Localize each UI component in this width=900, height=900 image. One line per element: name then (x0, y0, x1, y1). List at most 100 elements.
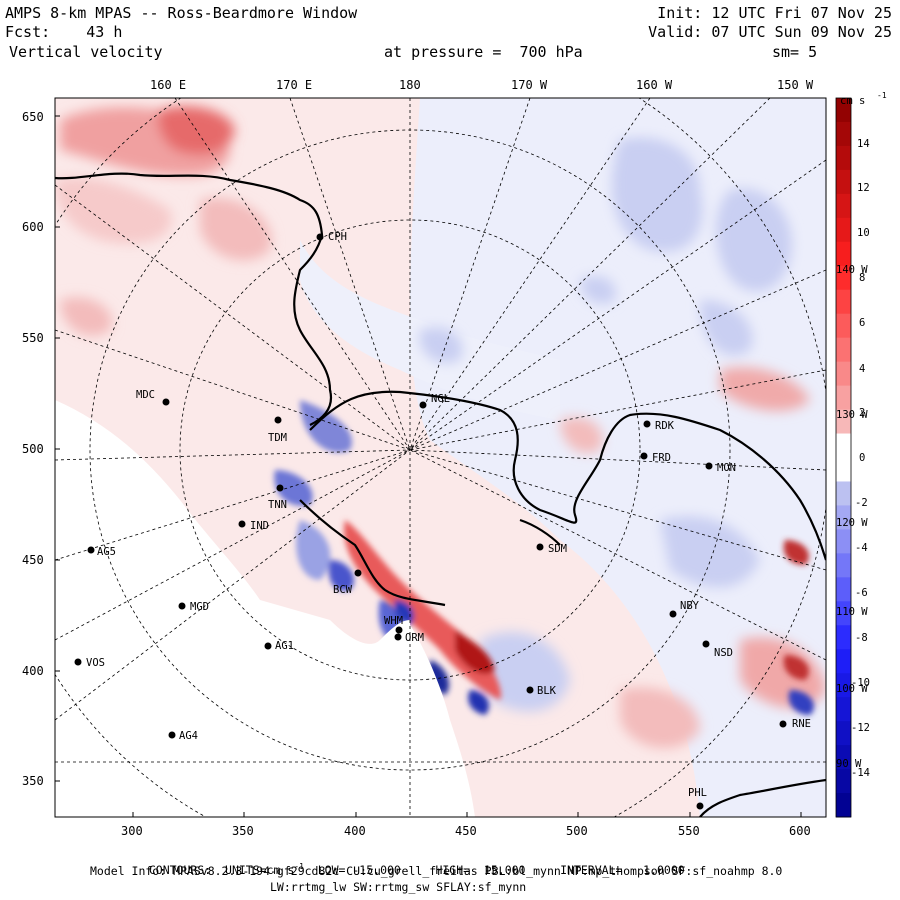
station-dot (162, 398, 170, 406)
colorbar-label: 8 (859, 272, 865, 284)
lon-label-top: 160 E (150, 78, 187, 92)
station-dot (276, 484, 284, 492)
field-name: Vertical velocity (9, 43, 163, 61)
colorbar-swatch (836, 553, 851, 578)
smoothing: sm= 5 (772, 43, 818, 61)
colorbar-swatch (836, 601, 851, 626)
station-label: AG1 (275, 640, 294, 652)
x-tick-label: 500 (566, 824, 588, 838)
colorbar-swatch (836, 289, 851, 315)
colorbar-swatch (836, 721, 851, 746)
station-label: MDC (136, 389, 155, 401)
velocity-field (55, 98, 826, 817)
colorbar-label: -12 (851, 722, 870, 734)
colorbar-units-exp: -1 (877, 91, 887, 100)
colorbar-swatch (836, 481, 851, 506)
station-dot (419, 401, 427, 409)
colorbar-swatch (836, 241, 851, 267)
y-tick-label: 650 (22, 110, 44, 124)
station-dot (779, 720, 787, 728)
colorbar-frame (835, 97, 852, 818)
lon-label-top: 160 W (636, 78, 673, 92)
station-dot (264, 642, 272, 650)
station-label: BLK (537, 685, 557, 697)
station-dot (536, 543, 544, 551)
x-tick-label: 300 (121, 824, 143, 838)
station-label: ORM (405, 632, 424, 644)
colorbar-label: -14 (851, 767, 870, 779)
lon-label-top: 180 (399, 78, 421, 92)
colorbar-swatch (836, 98, 851, 123)
contours-prefix: CONTOURS: UNITS=cm s (148, 862, 295, 877)
lon-label-inner: 130 W (836, 409, 868, 421)
colorbar-label: -10 (851, 677, 870, 689)
colorbar-swatch (836, 385, 851, 411)
contours-info: CONTOURS: UNITS=cm s-1 LOW= -15.000 HIGH… (135, 851, 685, 876)
colorbar (835, 97, 852, 818)
station-label: PHL (688, 787, 707, 799)
lon-label-top: 170 W (511, 78, 548, 92)
station-dot (643, 420, 651, 428)
model-info-line2: LW:rrtmg_lw SW:rrtmg_sw SFLAY:sf_mynn (270, 880, 527, 894)
station-label: BCW (333, 584, 353, 596)
colorbar-swatch (836, 433, 851, 458)
colorbar-swatch (836, 505, 851, 530)
station-dot (696, 802, 704, 810)
station-markers (74, 233, 787, 810)
station-dot (669, 610, 677, 618)
station-dot (168, 731, 176, 739)
colorbar-label: 2 (859, 407, 865, 419)
lon-label-inner: 120 W (836, 517, 868, 529)
station-label: CPH (328, 231, 347, 243)
colorbar-label: 10 (857, 227, 870, 239)
lon-label-inner: 110 W (836, 606, 868, 618)
colorbar-swatch (836, 145, 851, 171)
station-label: AG4 (179, 730, 198, 742)
colorbar-units: cm s (840, 95, 865, 107)
station-label: FRD (652, 452, 671, 464)
colorbar-swatch (836, 361, 851, 387)
colorbar-swatch (836, 265, 851, 291)
station-label: MON (717, 462, 736, 474)
valid-time: Valid: 07 UTC Sun 09 Nov 25 (648, 23, 892, 41)
colorbar-swatch (836, 121, 851, 147)
colorbar-label: 0 (859, 452, 865, 464)
colorbar-swatch (836, 409, 851, 435)
station-label: SDM (548, 543, 567, 555)
contours-rest: LOW= -15.000 HIGH= 15.000 INTERVAL= 1.00… (303, 862, 685, 877)
y-tick-label: 450 (22, 553, 44, 567)
station-dot (526, 686, 534, 694)
colorbar-swatch (836, 625, 851, 650)
colorbar-swatch (836, 193, 851, 219)
colorbar-label: -6 (855, 587, 868, 599)
station-dot (178, 602, 186, 610)
lon-labels-inner: 140 W 130 W 120 W 110 W 100 W 90 W (836, 264, 868, 770)
contours-exp: -1 (294, 861, 304, 871)
station-label: NBY (680, 600, 700, 612)
colorbar-swatch (836, 697, 851, 722)
lon-label-inner: 90 W (836, 758, 862, 770)
colorbar-swatch (836, 673, 851, 698)
x-tick-label: 550 (678, 824, 700, 838)
colorbar-label: 4 (859, 363, 865, 375)
colorbar-swatch (836, 457, 851, 482)
station-labels: CPH MDC NGL TDM RDK FRD MON TNN IND SDM … (86, 231, 811, 799)
y-tick-label: 350 (22, 774, 44, 788)
station-dot (74, 658, 82, 666)
x-tick-label: 400 (344, 824, 366, 838)
station-label: RNE (792, 718, 811, 730)
station-label: VOS (86, 657, 105, 669)
colorbar-swatch (836, 745, 851, 770)
x-tick-label: 350 (232, 824, 254, 838)
y-tick-label: 400 (22, 664, 44, 678)
y-tick-label: 500 (22, 442, 44, 456)
lon-label-top: 150 W (777, 78, 814, 92)
colorbar-label: -8 (855, 632, 868, 644)
colorbar-label: 12 (857, 182, 870, 194)
colorbar-swatch (836, 169, 851, 195)
colorbar-swatch (836, 217, 851, 243)
forecast-hour: Fcst: 43 h (5, 23, 123, 41)
colorbar-label: 14 (857, 138, 870, 150)
station-label: RDK (655, 420, 675, 432)
